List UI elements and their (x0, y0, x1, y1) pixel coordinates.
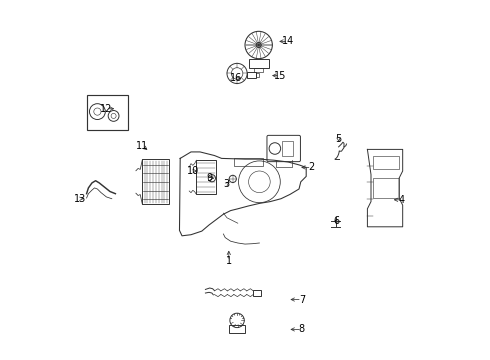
Bar (229, 325, 245, 333)
Text: 13: 13 (74, 194, 86, 204)
Text: 4: 4 (398, 195, 405, 205)
Bar (143, 159, 170, 204)
Bar (282, 141, 293, 156)
Text: 14: 14 (282, 36, 294, 46)
Text: 15: 15 (274, 71, 286, 81)
Text: 8: 8 (299, 324, 305, 334)
Text: 16: 16 (230, 73, 243, 84)
Bar (373, 156, 399, 169)
Text: 6: 6 (334, 216, 340, 226)
Text: 2: 2 (309, 162, 315, 172)
Bar (253, 290, 261, 296)
Bar (234, 158, 263, 166)
Bar (256, 73, 259, 77)
Bar (254, 68, 263, 72)
Bar (248, 59, 269, 68)
Bar (373, 178, 399, 198)
Text: 3: 3 (223, 179, 229, 189)
Text: 7: 7 (299, 294, 305, 305)
Text: 12: 12 (100, 104, 113, 114)
Bar (196, 160, 216, 194)
Text: 1: 1 (226, 256, 232, 266)
Text: 5: 5 (336, 134, 342, 144)
Text: 11: 11 (136, 141, 148, 151)
Text: 9: 9 (206, 173, 212, 183)
Bar (87, 95, 128, 130)
Text: 10: 10 (187, 166, 199, 176)
Bar (247, 72, 256, 78)
